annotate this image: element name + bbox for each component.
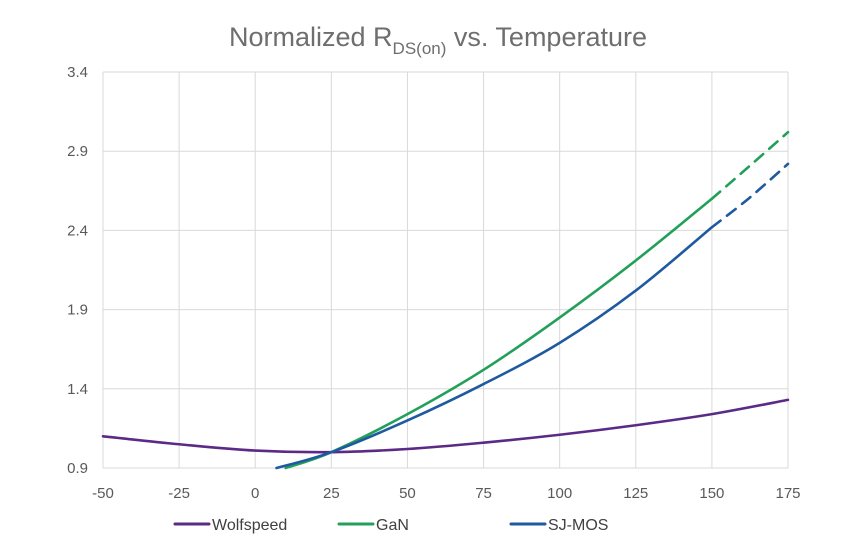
legend-label: GaN bbox=[376, 517, 409, 534]
series-line-wolfspeed bbox=[101, 398, 790, 454]
series-line-gan bbox=[284, 197, 714, 470]
y-tick-label: 0.9 bbox=[67, 460, 88, 477]
x-tick-label: 125 bbox=[623, 485, 648, 502]
legend: Wolfspeed GaN SJ-MOS bbox=[173, 517, 608, 534]
legend-label: Wolfspeed bbox=[212, 517, 287, 534]
chart-title-subscript: DS(on) bbox=[393, 39, 447, 58]
series-line-sj-mos-dashed bbox=[710, 162, 790, 229]
chart-title: Normalized RDS(on) vs. Temperature bbox=[229, 22, 647, 58]
series-line-sj-mos bbox=[275, 225, 714, 470]
x-tick-label: 75 bbox=[475, 485, 492, 502]
y-tick-label: 2.9 bbox=[67, 143, 88, 160]
legend-label: SJ-MOS bbox=[548, 517, 608, 534]
tick-labels: 3.4 2.9 2.4 1.9 1.4 0.9-50 -25 0 25 50 75 100 125 150… bbox=[67, 64, 800, 502]
x-tick-label: -50 bbox=[92, 485, 114, 502]
y-tick-label: 2.4 bbox=[67, 222, 88, 239]
series-line-gan-dashed bbox=[710, 130, 790, 201]
grid bbox=[102, 71, 789, 469]
chart-title-main: Normalized R bbox=[229, 22, 393, 52]
y-tick-label: 3.4 bbox=[67, 64, 88, 81]
x-tick-label: 50 bbox=[399, 485, 416, 502]
chart-title-suffix: vs. Temperature bbox=[446, 22, 647, 52]
series-layer bbox=[101, 130, 790, 470]
x-tick-label: 25 bbox=[323, 485, 340, 502]
x-tick-label: 0 bbox=[251, 485, 259, 502]
x-tick-label: 150 bbox=[699, 485, 724, 502]
x-tick-label: 100 bbox=[547, 485, 572, 502]
y-tick-label: 1.4 bbox=[67, 381, 88, 398]
x-tick-label: -25 bbox=[168, 485, 190, 502]
y-tick-label: 1.9 bbox=[67, 302, 88, 319]
x-tick-label: 175 bbox=[775, 485, 800, 502]
